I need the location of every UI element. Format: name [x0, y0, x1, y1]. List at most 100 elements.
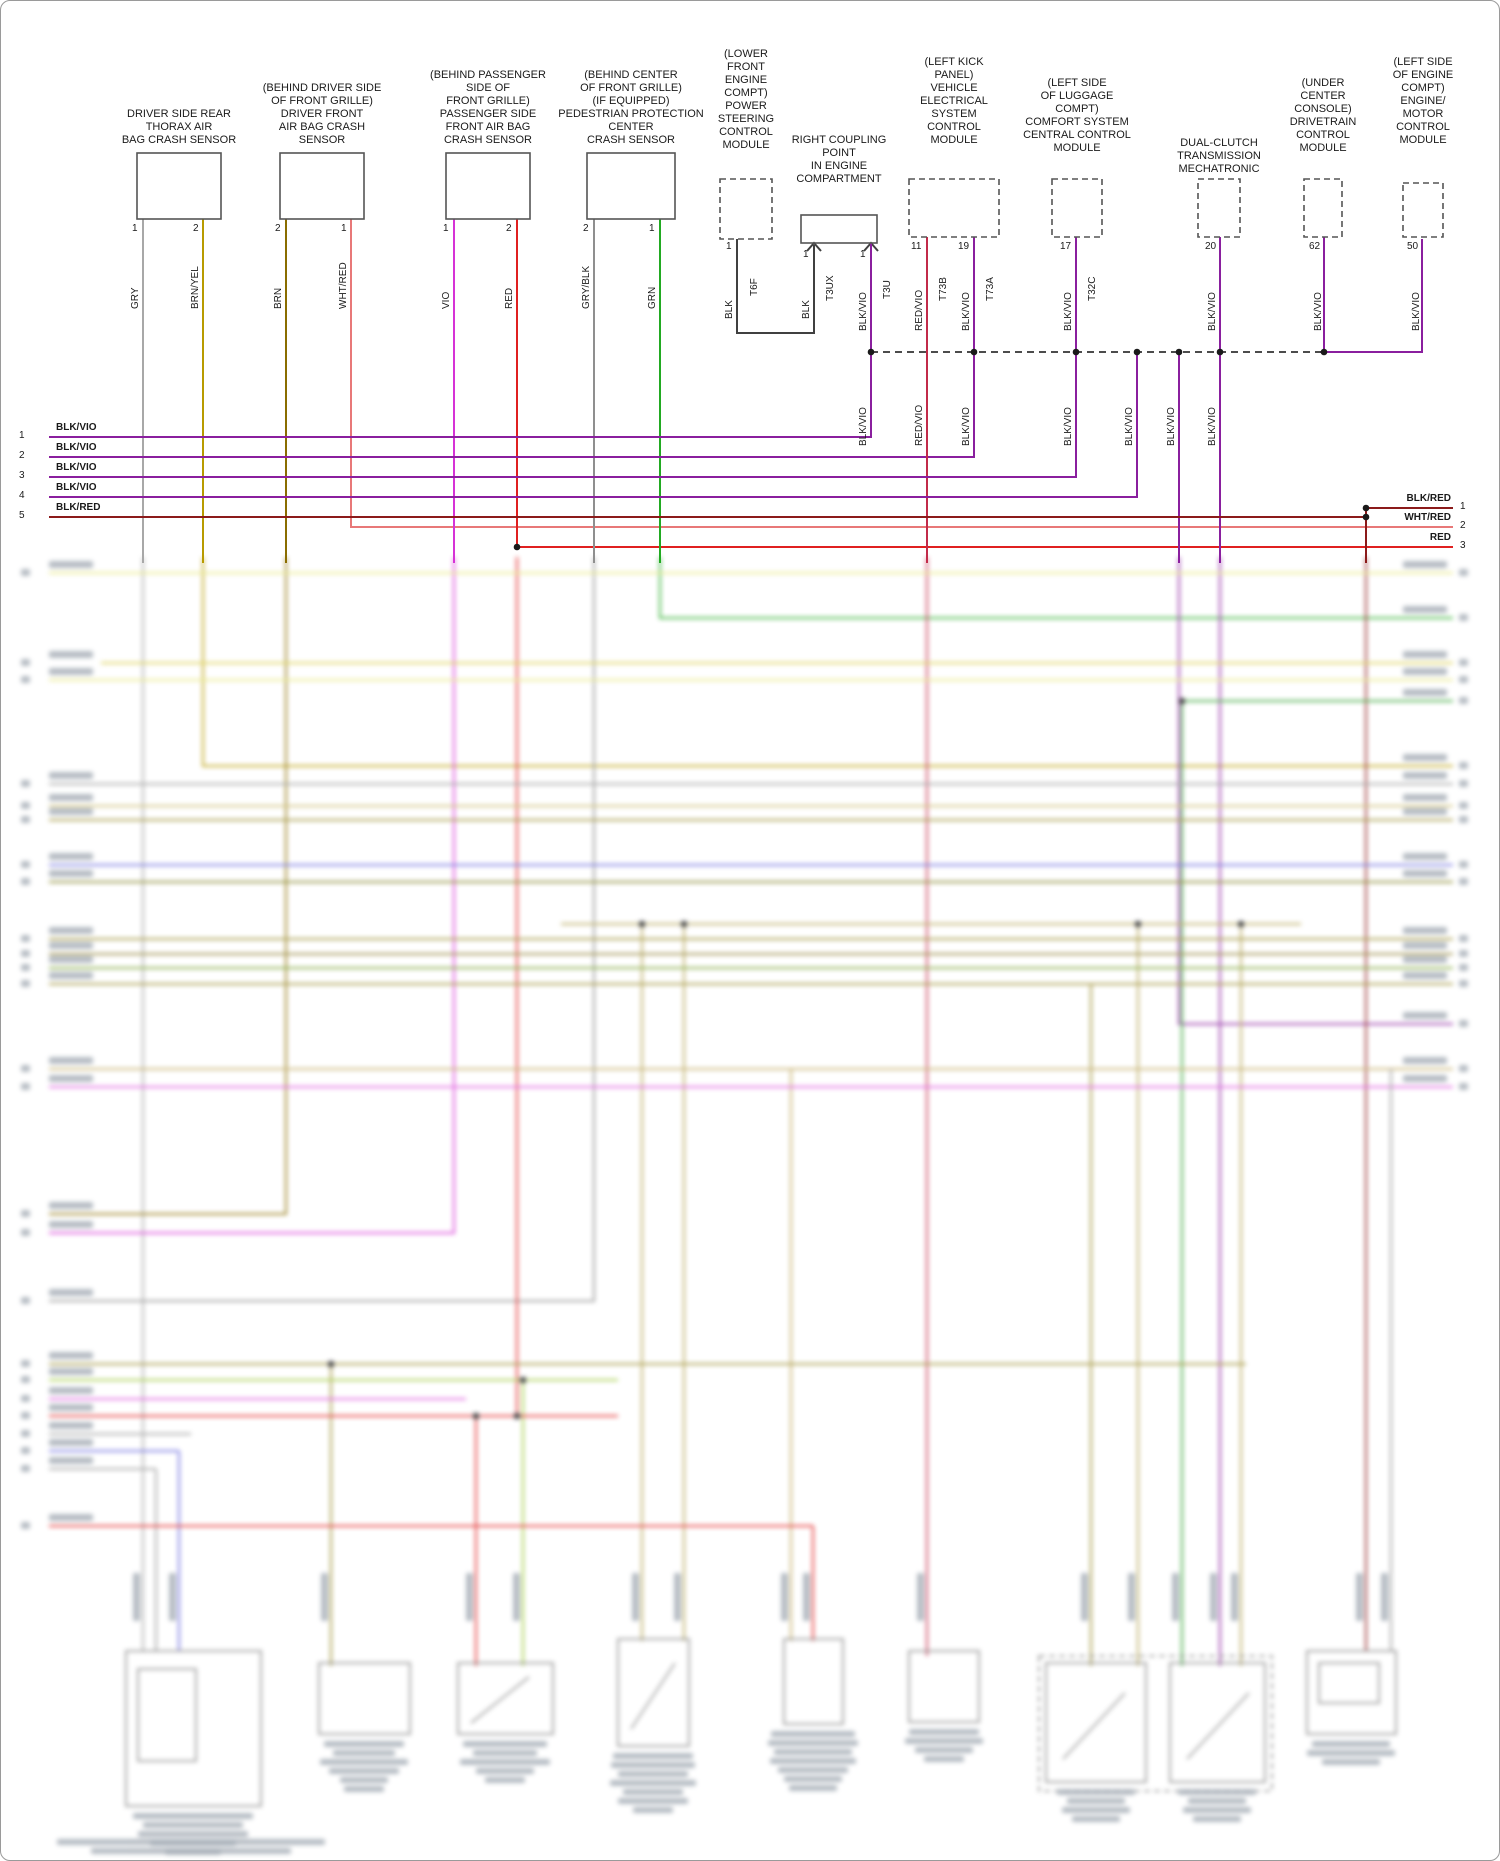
row-number-blob — [1459, 676, 1468, 683]
vertical-label-blob — [1356, 1573, 1363, 1621]
wire — [1178, 557, 1453, 1025]
wire — [202, 557, 1453, 767]
row-number: 2 — [19, 450, 25, 461]
row-number-blob — [21, 816, 30, 823]
caption-text-blob — [485, 1777, 525, 1783]
wire — [1320, 239, 1423, 353]
pin-number: 1 — [803, 249, 809, 260]
wire-label-blob — [1403, 927, 1447, 934]
component-box — [125, 1650, 262, 1807]
wire-label-blob — [1403, 772, 1447, 779]
vertical-label-blob — [1381, 1573, 1388, 1621]
junction-dot — [1320, 348, 1328, 356]
junction-dot — [327, 1360, 335, 1368]
caption-text-blob — [610, 1780, 696, 1786]
power-steering-control-module-box — [719, 178, 773, 240]
wire-label-blob — [1403, 754, 1447, 761]
caption-text-blob — [613, 1753, 693, 1759]
caption-text-blob — [1072, 1816, 1120, 1822]
component-box — [137, 1668, 197, 1762]
wire — [49, 557, 287, 1215]
row-number: 1 — [19, 430, 25, 441]
row-number: 3 — [19, 470, 25, 481]
row-number-blob — [21, 1465, 30, 1472]
row-number-blob — [21, 1083, 30, 1090]
pin-number: 1 — [726, 241, 732, 252]
vertical-label-blob — [1210, 1573, 1217, 1621]
caption-text-blob — [1193, 1816, 1241, 1822]
caption-text-blob — [611, 1762, 695, 1768]
row-number: 5 — [19, 510, 25, 521]
row-number-blob — [21, 569, 30, 576]
row-label: BLK/RED — [56, 502, 101, 513]
wire — [736, 239, 815, 334]
vertical-label-blob — [169, 1573, 176, 1621]
drivetrain-control-module-box — [1303, 178, 1343, 238]
wire-label-blob — [1403, 853, 1447, 860]
caption-text-blob — [784, 1776, 842, 1782]
row-number-blob — [21, 980, 30, 987]
wire-label-blob — [49, 956, 93, 963]
caption-text-blob — [768, 1740, 858, 1746]
junction-dot — [1134, 920, 1142, 928]
caption-text-blob — [915, 1747, 973, 1753]
wire — [659, 557, 1453, 619]
junction-dot — [519, 1376, 527, 1384]
vertical-label-blob — [781, 1573, 788, 1621]
pin-number: 2 — [275, 223, 281, 234]
row-number-blob — [1459, 861, 1468, 868]
vehicle-electrical-system-control-module-box — [908, 178, 1000, 238]
wire-label-blob — [49, 1368, 93, 1375]
wire-label-blob — [49, 870, 93, 877]
wire-label-blob — [49, 651, 93, 658]
junction-dot — [472, 1412, 480, 1420]
row-number-blob — [21, 878, 30, 885]
wire — [49, 237, 975, 458]
wire — [1062, 1692, 1126, 1760]
caption-text-blob — [91, 1848, 291, 1854]
junction-dot — [1072, 348, 1080, 356]
wire-label-blob — [1403, 942, 1447, 949]
row-number-blob — [1459, 762, 1468, 769]
junction-dot — [638, 920, 646, 928]
caption-text-blob — [320, 1759, 408, 1765]
comfort-system-central-control-module-label: (LEFT SIDE OF LUGGAGE COMPT) COMFORT SYS… — [1023, 77, 1131, 154]
row-label: BLK/VIO — [56, 422, 97, 433]
caption-text-blob — [340, 1777, 388, 1783]
wire-label-blob — [49, 1457, 93, 1464]
vertical-label-blob — [1081, 1573, 1088, 1621]
component-box — [1306, 1650, 1397, 1735]
wire — [470, 1676, 530, 1724]
wire-label-blob — [49, 942, 93, 949]
caption-text-blob — [778, 1767, 848, 1773]
pin-number: 62 — [1309, 241, 1321, 252]
vertical-label-blob — [803, 1573, 810, 1621]
pin-number: 20 — [1205, 241, 1217, 252]
pin-number: 2 — [506, 223, 512, 234]
row-number: 4 — [19, 490, 25, 501]
row-number: 1 — [1460, 501, 1466, 512]
caption-text-blob — [909, 1729, 979, 1735]
pedestrian-protection-center-crash-sensor-box — [586, 152, 676, 220]
vertical-label-blob — [513, 1573, 520, 1621]
wire-label-blob — [1403, 1057, 1447, 1064]
wire-label-blob — [49, 1439, 93, 1446]
row-number-blob — [21, 802, 30, 809]
caption-text-blob — [1188, 1798, 1246, 1804]
wire-label-blob — [49, 1352, 93, 1359]
junction-dot — [1362, 513, 1370, 521]
passenger-side-front-air-bag-crash-sensor-box — [445, 152, 531, 220]
wire-label-blob — [1403, 808, 1447, 815]
wire-label-blob — [49, 1404, 93, 1411]
component-box — [1169, 1662, 1266, 1783]
row-number-blob — [21, 1065, 30, 1072]
row-label: RED — [1429, 532, 1451, 543]
row-label: BLK/RED — [1406, 493, 1451, 504]
wire-label-blob — [49, 794, 93, 801]
wire-label-blob — [1403, 1075, 1447, 1082]
caption-text-blob — [618, 1798, 688, 1804]
pin-number: 2 — [583, 223, 589, 234]
vertical-label-blob — [133, 1573, 140, 1621]
row-number-blob — [21, 1229, 30, 1236]
